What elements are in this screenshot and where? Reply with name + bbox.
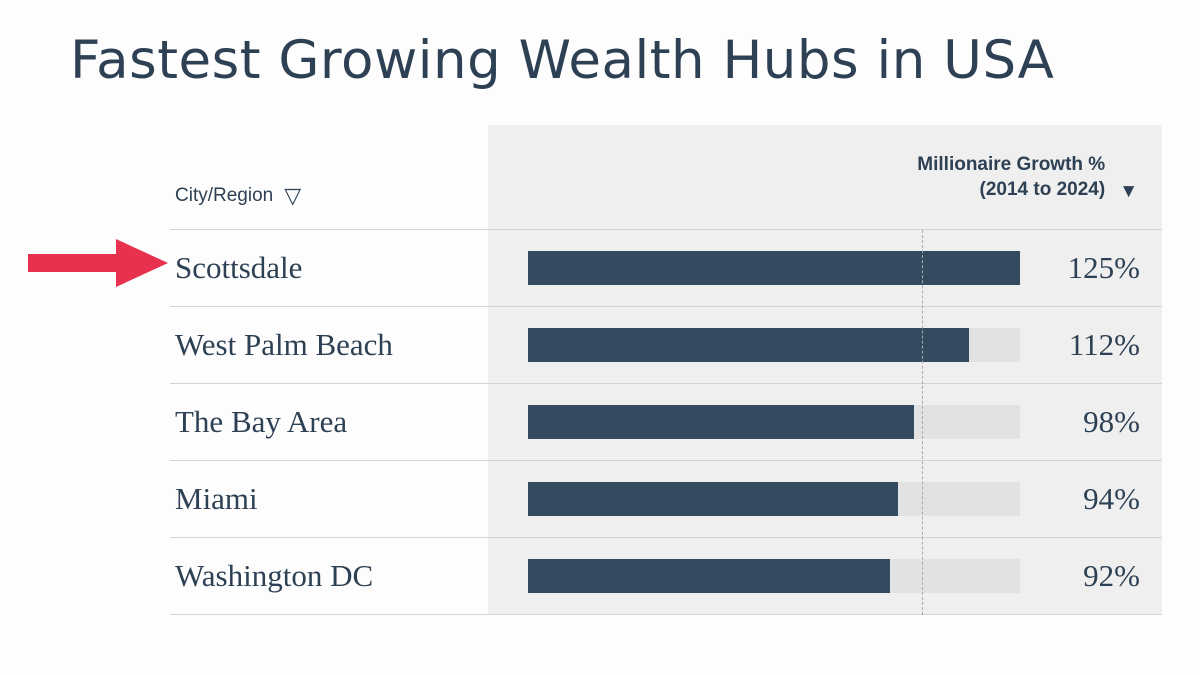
chart-panel-background: [488, 125, 1162, 615]
bar-fill: [528, 328, 969, 362]
red-arrow-icon: [28, 239, 168, 287]
bar-fill: [528, 405, 914, 439]
value-label: 112%: [1068, 327, 1140, 362]
table-row: Washington DC 92%: [170, 538, 1162, 615]
city-name: The Bay Area: [175, 404, 348, 439]
bar-track: [528, 251, 1020, 285]
growth-header-label: Millionaire Growth % (2014 to 2024): [917, 152, 1105, 203]
city-name: Washington DC: [175, 558, 374, 593]
growth-header-line2: (2014 to 2024): [979, 179, 1106, 201]
table-rows: Scottsdale 125% West Palm Beach 112% The…: [170, 230, 1162, 615]
value-label: 94%: [1083, 481, 1140, 516]
bar-fill: [528, 251, 1020, 285]
city-region-header: City/Region ▽: [175, 185, 301, 207]
bar-fill: [528, 482, 898, 516]
bar-track: [528, 328, 1020, 362]
page-title: Fastest Growing Wealth Hubs in USA: [70, 30, 1055, 91]
growth-header-line1: Millionaire Growth %: [917, 153, 1106, 175]
wealth-hubs-table: City/Region ▽ Millionaire Growth % (2014…: [170, 125, 1162, 615]
value-label: 92%: [1083, 558, 1140, 593]
city-name: Scottsdale: [175, 250, 303, 285]
city-region-header-label: City/Region: [175, 185, 274, 206]
table-row: The Bay Area 98%: [170, 384, 1162, 461]
bar-fill: [528, 559, 891, 593]
value-label: 125%: [1067, 250, 1140, 285]
city-name: Miami: [175, 481, 258, 516]
city-name: West Palm Beach: [175, 327, 393, 362]
growth-header: Millionaire Growth % (2014 to 2024) ▼: [917, 152, 1138, 203]
value-label: 98%: [1083, 404, 1140, 439]
table-row: Miami 94%: [170, 461, 1162, 538]
table-row: Scottsdale 125%: [170, 230, 1162, 307]
bar-track: [528, 559, 1020, 593]
growth-sort-triangle-icon[interactable]: ▼: [1119, 181, 1138, 202]
table-row: West Palm Beach 112%: [170, 307, 1162, 384]
bar-track: [528, 405, 1020, 439]
table-header: City/Region ▽ Millionaire Growth % (2014…: [170, 125, 1162, 230]
city-sort-triangle-icon[interactable]: ▽: [284, 183, 302, 208]
bar-track: [528, 482, 1020, 516]
